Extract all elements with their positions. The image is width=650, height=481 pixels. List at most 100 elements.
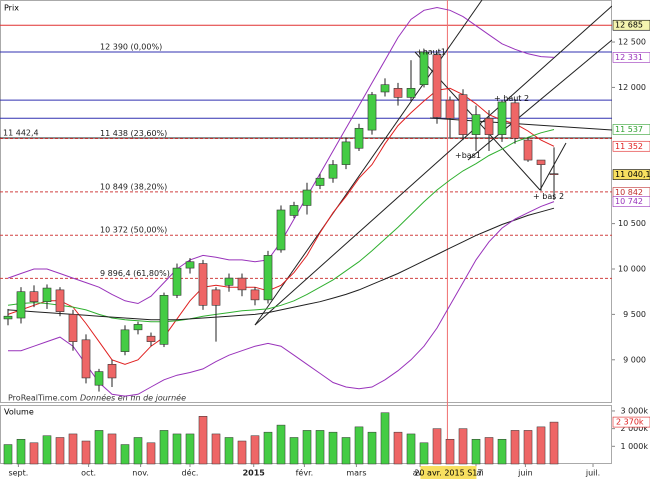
volume-bar: [224, 437, 234, 465]
y-tick-label: 1 000k: [620, 442, 648, 451]
candle-body: [29, 291, 39, 302]
candle-body: [432, 54, 442, 118]
volume-bar: [315, 430, 325, 465]
volume-bar: [536, 426, 546, 465]
candle-body: [354, 127, 364, 149]
volume-bar: [471, 438, 481, 465]
note: Données en fin de journée: [80, 393, 186, 403]
candle-body: [419, 51, 429, 86]
volume-bar: [146, 442, 156, 465]
candle-body: [224, 277, 234, 286]
trendline: [539, 142, 567, 191]
candle-body: [68, 314, 78, 342]
source: ProRealTime.com: [8, 394, 77, 403]
candle-body: [315, 177, 325, 186]
x-tick-label: févr.: [296, 468, 314, 478]
y-tick-label: 12 500: [618, 38, 646, 47]
cursor-label: 20 avr. 2015 S17: [414, 469, 482, 478]
volume-bar: [42, 435, 52, 465]
trendlines: [254, 0, 613, 326]
annotation: +bas1: [455, 151, 481, 160]
y-tick-label: 12 000: [618, 83, 646, 92]
price-marker: [612, 169, 650, 180]
candle-body: [16, 291, 26, 319]
candle-body: [497, 101, 507, 135]
volume-bar: [393, 431, 403, 465]
level-label: 10 849 (38,20%): [100, 182, 167, 191]
volume-bar: [276, 424, 286, 465]
x-tick-label: mars: [346, 469, 366, 478]
volume-bar: [445, 438, 455, 465]
candle-body: [276, 209, 286, 251]
candle-body: [263, 255, 273, 301]
candle-body: [367, 94, 377, 131]
candle-body: [198, 263, 208, 306]
annotation: + haut 2: [494, 94, 529, 103]
volume-bar: [198, 416, 208, 465]
candle-body: [536, 159, 546, 165]
cursor-box: [420, 466, 477, 479]
price-marker-label: 10 842: [615, 188, 643, 197]
trendline: [254, 0, 483, 326]
y-tick-label: 9 000: [623, 355, 646, 364]
candle-body: [133, 324, 143, 331]
candle-body: [55, 289, 65, 312]
candle-body: [302, 189, 312, 206]
candle-body: [81, 339, 91, 379]
volume-bar: [120, 444, 130, 465]
candle-body: [328, 164, 338, 179]
price-marker: [612, 196, 650, 207]
price-marker: [612, 52, 650, 63]
candle-body: [406, 88, 416, 98]
volume-bar: [159, 430, 169, 465]
volume-bar: [484, 437, 494, 465]
level-label: 10 372 (50,00%): [100, 226, 167, 235]
y-tick-label: 3 000k: [620, 406, 648, 415]
y-tick-label: 10 500: [618, 219, 646, 228]
candle-body: [107, 364, 117, 379]
level-label: 11 438 (23,60%): [100, 129, 167, 138]
y-tick-label: 10 000: [618, 264, 646, 273]
annotation: +haut1: [416, 48, 446, 57]
volume-bar: [237, 440, 247, 465]
axis-strip: [612, 0, 650, 481]
volume-title: Volume: [4, 408, 34, 417]
price-marker: [612, 19, 650, 31]
level-label: 11 442,4: [3, 129, 39, 138]
volume-bar: [94, 430, 104, 465]
volume-bar: [68, 433, 78, 465]
volume-marker: [612, 416, 650, 428]
price-marker: [612, 124, 650, 135]
volume-bar: [107, 433, 117, 465]
x-tick-label: nov.: [132, 469, 149, 478]
price-panel: [0, 0, 612, 403]
volume-bar: [354, 426, 364, 465]
price-marker-label: 11 040,10: [615, 170, 650, 179]
candle-body: [185, 261, 195, 269]
volume-bar: [211, 433, 221, 465]
candle-body: [237, 277, 247, 291]
volume-bar: [497, 438, 507, 465]
candle-body: [120, 329, 130, 352]
level-label: 12 390 (0,00%): [100, 43, 162, 52]
volume-bar: [133, 437, 143, 465]
candle-body: [523, 139, 533, 161]
volume-bar: [289, 437, 299, 465]
x-tick-label: juin: [517, 469, 533, 478]
candle-body: [3, 315, 13, 320]
candle-body: [250, 289, 260, 301]
volume-marker-label: 2 370k: [616, 418, 644, 427]
y-tick-label: 2 000k: [620, 424, 648, 433]
volume-bar: [55, 437, 65, 465]
x-tick-label: oct.: [81, 469, 96, 478]
volume-bar: [302, 430, 312, 465]
volume-bar: [172, 433, 182, 465]
volume-bar: [549, 421, 559, 465]
price-marker-label: 11 537: [615, 125, 643, 134]
candle-body: [549, 173, 559, 175]
candle-body: [172, 267, 182, 296]
indicator-line: [7, 129, 555, 323]
candle-body: [42, 287, 52, 302]
